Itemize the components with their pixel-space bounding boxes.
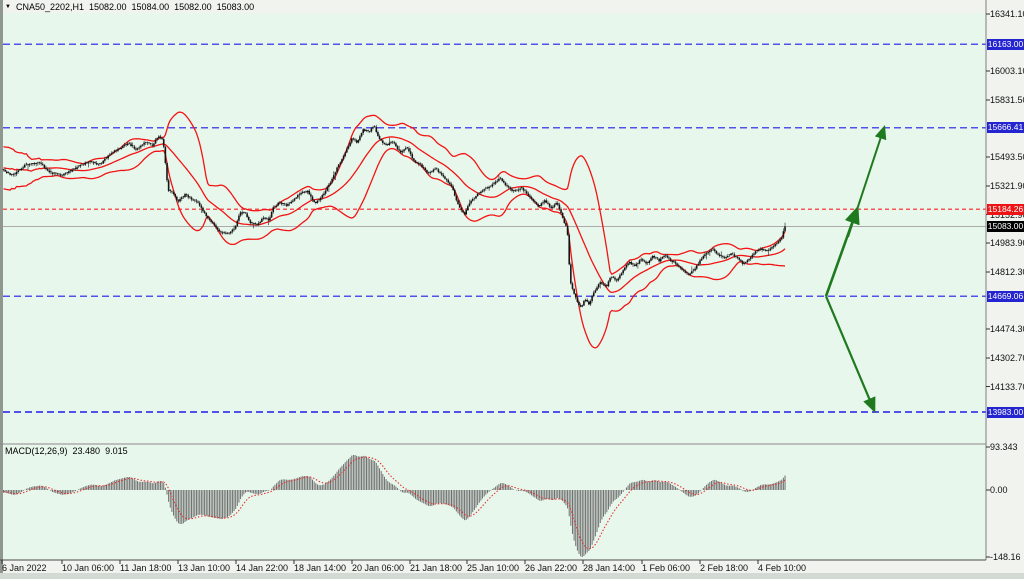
time-tick-label: 14 Jan 22:00 [236, 563, 289, 573]
price-tick-label: 14302.70 [990, 353, 1024, 364]
time-tick-label: 21 Jan 18:00 [410, 563, 463, 573]
time-tick-label: 10 Jan 06:00 [62, 563, 115, 573]
chart-title-bar: ▼ CNA50_2202,H1 15082.00 15084.00 15082.… [5, 1, 254, 13]
time-tick-label: 13 Jan 10:00 [178, 563, 231, 573]
price-tick-label: 15321.90 [990, 181, 1024, 192]
time-tick-label: 4 Feb 10:00 [758, 563, 807, 573]
time-tick-label: 6 Jan 2022 [2, 563, 47, 573]
time-tick-label: 11 Jan 18:00 [120, 563, 172, 573]
time-tick-label: 25 Jan 10:00 [467, 563, 520, 573]
price-tick-label: 14474.30 [990, 324, 1024, 335]
time-tick-label: 28 Jan 14:00 [583, 563, 636, 573]
price-tick-label: 16003.10 [990, 66, 1024, 77]
macd-indicator-label: MACD(12,26,9) 23.480 9.015 [5, 446, 128, 456]
macd-main-value: 23.480 [72, 446, 101, 456]
price-level-badge: 13983.00 [987, 406, 1024, 418]
price-level-badge: 15666.41 [987, 122, 1024, 134]
price-tick-label: 14983.90 [990, 238, 1024, 249]
quote-high: 15084.00 [131, 2, 170, 12]
symbol-dropdown-icon[interactable]: ▼ [5, 4, 11, 10]
price-level-badge: 15184.26 [987, 203, 1024, 215]
chart-symbol-timeframe: CNA50_2202,H1 [15, 2, 84, 12]
macd-signal-value: 9.015 [105, 446, 128, 456]
quote-open: 15082.00 [89, 2, 127, 12]
price-level-badge: 16163.00 [987, 38, 1024, 50]
time-tick-label: 20 Jan 06:00 [352, 563, 405, 573]
macd-tick-label: 93.343 [990, 442, 1018, 452]
price-level-badge: 15083.00 [987, 220, 1024, 232]
price-level-badge: 14669.06 [987, 290, 1024, 302]
quote-close: 15083.00 [216, 2, 255, 12]
macd-tick-label: 0.00 [990, 485, 1008, 495]
time-tick-label: 1 Feb 06:00 [642, 563, 691, 573]
price-tick-label: 14133.70 [990, 381, 1024, 392]
macd-tick-label: -148.16 [990, 552, 1021, 562]
quote-low: 15082.00 [174, 2, 212, 12]
time-tick-label: 2 Feb 18:00 [700, 563, 749, 573]
time-tick-label: 18 Jan 14:00 [294, 563, 347, 573]
time-tick-label: 26 Jan 22:00 [525, 563, 578, 573]
price-tick-label: 14812.30 [990, 267, 1024, 278]
price-tick-label: 16341.10 [990, 9, 1024, 19]
macd-name: MACD(12,26,9) [5, 446, 68, 456]
price-tick-label: 15831.50 [990, 95, 1024, 105]
price-tick-label: 15493.50 [990, 152, 1024, 163]
